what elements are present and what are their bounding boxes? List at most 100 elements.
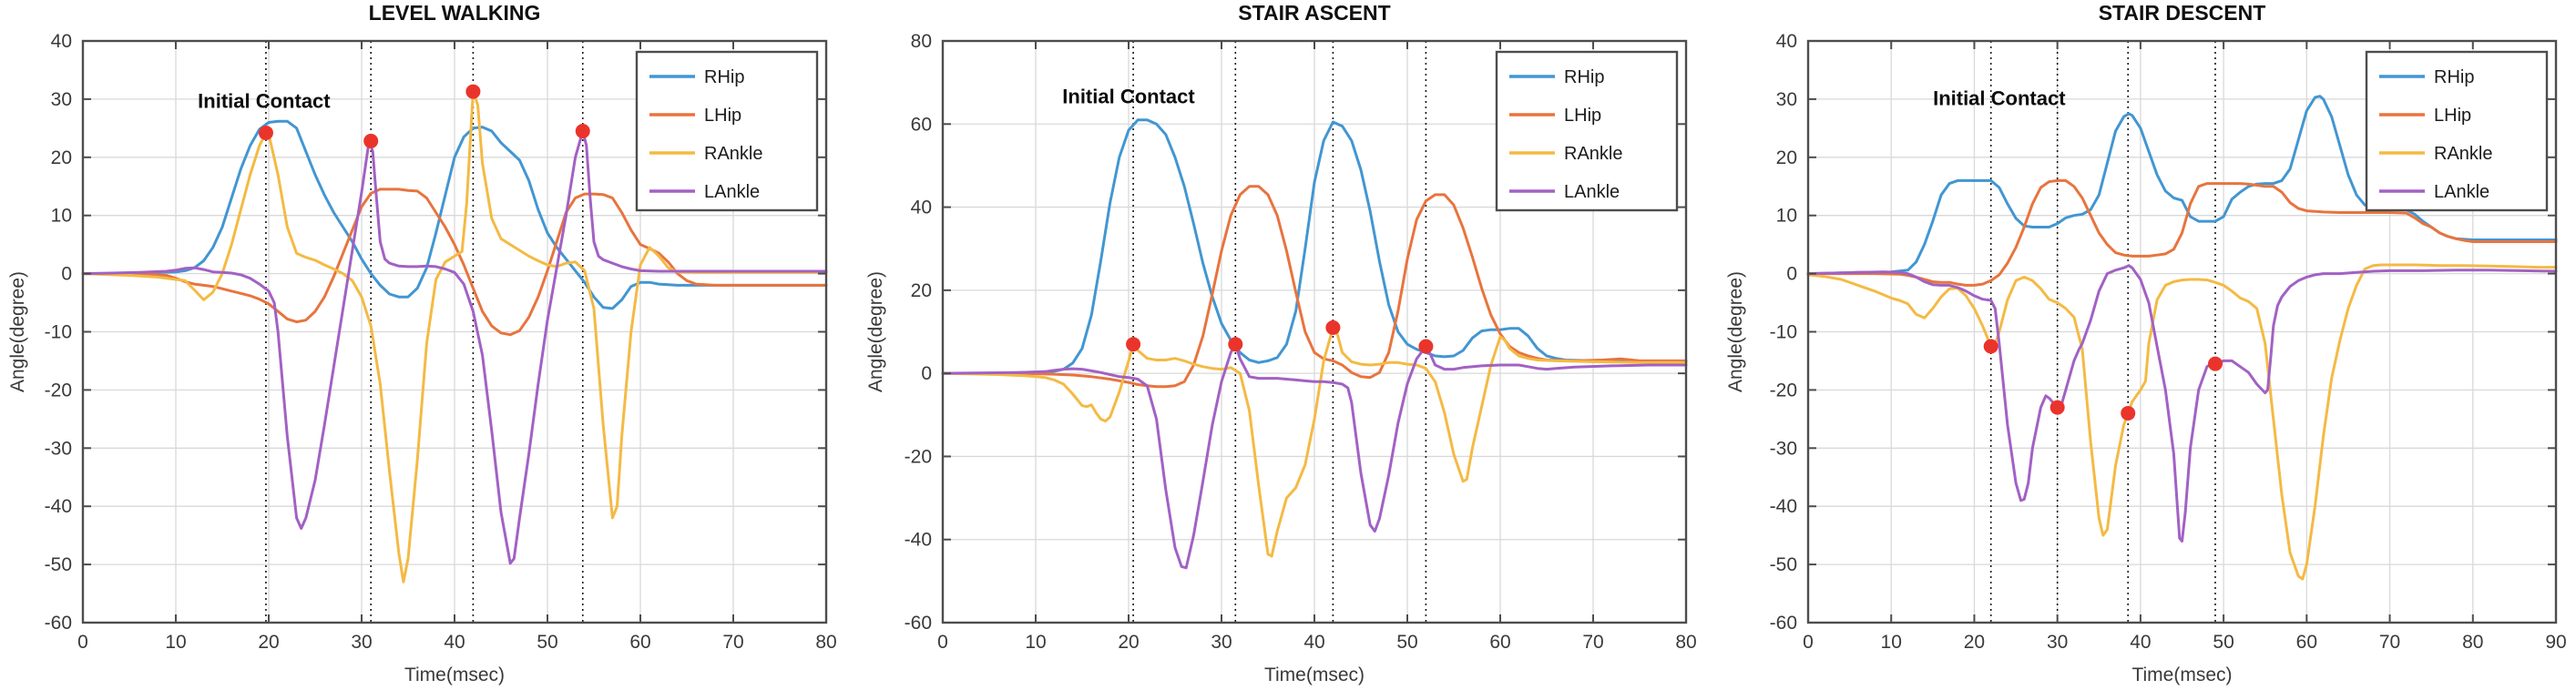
- legend-item-lhip: LHip: [2379, 106, 2471, 126]
- legend-label: RHip: [1564, 67, 1604, 87]
- x-tick-label: 30: [2047, 632, 2068, 653]
- x-axis-label: Time(msec): [404, 664, 505, 685]
- initial-contact-marker: [1126, 337, 1141, 352]
- y-axis-label: Angle(degree): [7, 271, 28, 392]
- initial-contact-annotation: Initial Contact: [1062, 85, 1195, 107]
- x-tick-label: 0: [77, 632, 88, 653]
- initial-contact-marker: [2121, 405, 2136, 421]
- legend-label: RAnkle: [2434, 144, 2492, 164]
- legend-box: [635, 50, 819, 212]
- x-axis-label: Time(msec): [2131, 664, 2232, 685]
- legend-label: LHip: [2434, 106, 2471, 126]
- y-tick-label: 0: [921, 363, 932, 384]
- legend-label: LHip: [1564, 106, 1601, 126]
- x-tick-label: 50: [1396, 632, 1417, 653]
- y-tick-label: -60: [45, 613, 72, 634]
- y-tick-label: 0: [1786, 264, 1797, 285]
- y-tick-label: -40: [45, 496, 72, 517]
- y-tick-label: 0: [61, 264, 72, 285]
- initial-contact-marker: [258, 125, 273, 140]
- y-tick-label: -60: [1770, 613, 1797, 634]
- legend-box: [2365, 50, 2549, 212]
- y-tick-label: -50: [1770, 554, 1797, 575]
- y-tick-label: -20: [45, 380, 72, 401]
- chart-stair-descent: 0 10 20 30 40 50 60 70 80 90 -60 -50 -40 -30 -20 -10 0 10…: [1725, 1, 2567, 685]
- x-tick-label: 90: [2545, 632, 2566, 653]
- x-tick-label: 60: [1489, 632, 1510, 653]
- initial-contact-marker: [465, 84, 481, 99]
- series-line-rankle: [941, 326, 1688, 558]
- legend-item-lankle: LAnkle: [649, 182, 760, 202]
- legend-label: LAnkle: [704, 182, 760, 202]
- x-tick-label: 40: [444, 632, 465, 653]
- series-line-rhip: [81, 119, 828, 310]
- y-tick-label: -30: [1770, 438, 1797, 459]
- x-axis-label: Time(msec): [1264, 664, 1365, 685]
- y-tick-label: 80: [911, 31, 932, 52]
- x-tick-label: 60: [629, 632, 650, 653]
- y-tick-label: 40: [1776, 31, 1797, 52]
- y-tick-label: -10: [45, 322, 72, 343]
- y-tick-label: 20: [911, 280, 932, 301]
- x-tick-label: 70: [722, 632, 743, 653]
- legend-label: LHip: [704, 106, 741, 126]
- legend-label: RAnkle: [704, 144, 762, 164]
- y-tick-label: -60: [905, 613, 932, 634]
- legend-label: RAnkle: [1564, 144, 1622, 164]
- x-tick-label: 20: [258, 632, 279, 653]
- initial-contact-marker: [1418, 339, 1434, 354]
- legend-item-rankle: RAnkle: [2379, 144, 2492, 164]
- legend-label: RHip: [704, 67, 744, 87]
- y-tick-label: 30: [51, 89, 72, 110]
- legend-item-rankle: RAnkle: [1509, 144, 1622, 164]
- y-tick-label: -10: [1770, 322, 1797, 343]
- chart-stair-ascent: 0 10 20 30 40 50 60 70 80 -60 -40 -20 0 20 40 60 80 STAIR…: [865, 1, 1697, 685]
- x-tick-label: 0: [937, 632, 948, 653]
- x-tick-label: 10: [1025, 632, 1046, 653]
- series-line-lankle: [81, 129, 828, 565]
- x-tick-label: 20: [1964, 632, 1985, 653]
- x-tick-label: 50: [2213, 632, 2234, 653]
- chart-title: STAIR DESCENT: [2099, 1, 2266, 25]
- initial-contact-marker: [363, 133, 379, 148]
- legend-box: [1495, 50, 1679, 212]
- initial-contact-marker: [575, 124, 590, 139]
- y-tick-label: 10: [1776, 206, 1797, 227]
- y-tick-label: 60: [911, 114, 932, 135]
- x-tick-label: 10: [1881, 632, 1902, 653]
- legend-label: LAnkle: [1564, 182, 1620, 202]
- series-line-rankle: [81, 90, 828, 583]
- legend-item-lhip: LHip: [649, 106, 741, 126]
- y-tick-label: 40: [911, 198, 932, 218]
- y-tick-label: -30: [45, 438, 72, 459]
- initial-contact-marker: [2207, 356, 2223, 371]
- legend-item-lankle: LAnkle: [1509, 182, 1620, 202]
- legend-item-lhip: LHip: [1509, 106, 1601, 126]
- initial-contact-marker: [1325, 320, 1341, 335]
- series-line-lankle: [1806, 264, 2558, 543]
- x-tick-label: 50: [537, 632, 557, 653]
- y-tick-label: -20: [1770, 380, 1797, 401]
- initial-contact-marker: [1983, 339, 1998, 354]
- legend-item-rhip: RHip: [649, 67, 744, 87]
- chart-panel-level-walking: 0 10 20 30 40 50 60 70 80 -60 -50 -40 -30 -20 -10 0 10 20…: [0, 0, 858, 700]
- chart-panel-stair-ascent: 0 10 20 30 40 50 60 70 80 -60 -40 -20 0 20 40 60 80 STAIR…: [858, 0, 1718, 700]
- legend-item-lankle: LAnkle: [2379, 182, 2489, 202]
- x-tick-label: 60: [2296, 632, 2317, 653]
- x-tick-label: 70: [1582, 632, 1603, 653]
- initial-contact-marker: [1228, 337, 1243, 352]
- x-tick-label: 30: [351, 632, 372, 653]
- legend-label: LAnkle: [2434, 182, 2489, 202]
- x-tick-label: 10: [165, 632, 186, 653]
- legend-label: RHip: [2434, 67, 2474, 87]
- chart-panel-stair-descent: 0 10 20 30 40 50 60 70 80 90 -60 -50 -40 -30 -20 -10 0 10…: [1718, 0, 2576, 700]
- x-tick-label: 20: [1118, 632, 1139, 653]
- chart-level-walking: 0 10 20 30 40 50 60 70 80 -60 -50 -40 -30 -20 -10 0 10 20…: [7, 1, 837, 685]
- legend: RHip LHip RAnkle LAnkle: [635, 50, 819, 212]
- x-tick-label: 80: [1675, 632, 1696, 653]
- y-axis-label: Angle(degree): [1725, 271, 1746, 392]
- legend-item-rhip: RHip: [1509, 67, 1604, 87]
- x-tick-label: 80: [2462, 632, 2483, 653]
- initial-contact-marker: [2050, 400, 2065, 415]
